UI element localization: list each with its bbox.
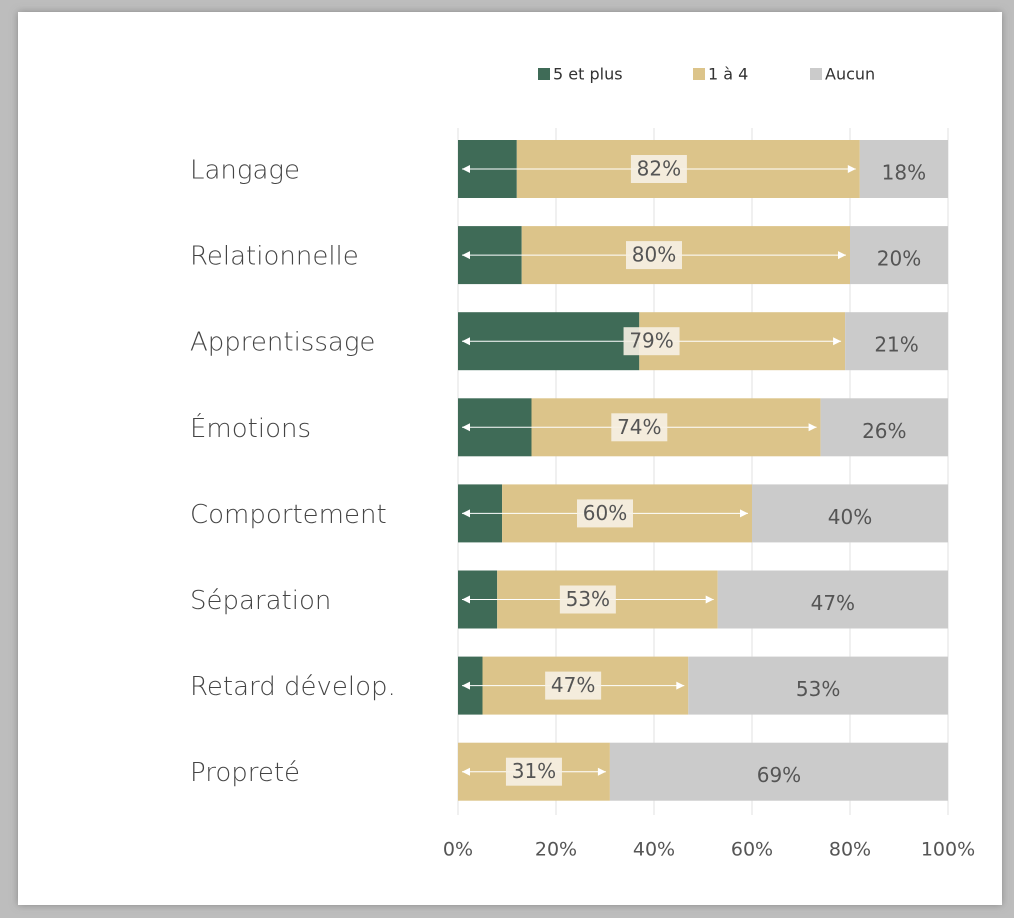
arrow-head	[705, 595, 714, 604]
x-tick-label: 80%	[829, 839, 871, 861]
y-tick-label: Langage	[190, 156, 300, 186]
y-tick-label: Séparation	[190, 586, 331, 616]
span-label-box	[559, 585, 616, 614]
arrow-head	[676, 681, 685, 690]
span-label-box	[577, 499, 633, 528]
span-label: 79%	[629, 329, 673, 353]
span-label-box	[505, 757, 562, 786]
data-label: 20%	[877, 247, 921, 271]
x-tick-label: 20%	[535, 839, 577, 861]
span-label: 31%	[512, 759, 556, 783]
arrow-head	[462, 337, 470, 346]
arrow-head	[462, 681, 470, 690]
data-label: 26%	[862, 419, 906, 443]
span-label-box	[545, 671, 602, 700]
y-tick-label: Propreté	[190, 758, 300, 788]
arrow-head	[462, 423, 470, 432]
y-tick-label: Retard dévelop.	[190, 672, 396, 702]
x-tick-label: 40%	[633, 839, 675, 861]
bar-segment	[717, 570, 948, 629]
span-label-box	[630, 155, 687, 183]
span-label: 47%	[551, 673, 595, 697]
span-label: 74%	[617, 415, 661, 439]
bar-segment	[609, 742, 948, 801]
data-label: 53%	[796, 677, 840, 701]
y-tick-label: Comportement	[190, 500, 387, 530]
bar-segment	[845, 312, 948, 371]
arrow-head	[462, 595, 470, 604]
data-label: 69%	[757, 763, 801, 787]
arrow-head	[838, 251, 846, 260]
x-tick-label: 60%	[731, 839, 773, 861]
arrow-head	[833, 337, 842, 346]
bar-segment	[752, 484, 948, 543]
bar-segment	[850, 226, 948, 285]
span-label-box	[626, 241, 682, 270]
y-tick-label: Émotions	[190, 412, 311, 444]
legend-swatch	[538, 68, 550, 80]
data-label: 40%	[828, 505, 872, 529]
arrow-head	[462, 251, 470, 260]
data-label: 47%	[811, 591, 855, 615]
legend-label: 5 et plus	[553, 65, 623, 84]
legend-label: Aucun	[825, 65, 875, 84]
span-label: 60%	[583, 501, 627, 525]
span-label-box	[623, 327, 680, 356]
y-tick-label: Relationnelle	[190, 242, 359, 272]
bar-segment	[688, 656, 948, 715]
span-label-box	[611, 413, 668, 442]
arrow-head	[462, 767, 470, 776]
bar-segment	[820, 398, 948, 457]
arrow-head	[597, 767, 606, 776]
x-tick-label: 100%	[921, 839, 975, 861]
data-label: 21%	[874, 333, 918, 357]
legend-swatch	[693, 68, 705, 80]
arrow-head	[462, 509, 470, 518]
y-tick-label: Apprentissage	[190, 328, 375, 358]
arrow-head	[740, 509, 748, 518]
legend-label: 1 à 4	[708, 65, 748, 84]
span-label: 82%	[637, 157, 681, 181]
arrow-head	[847, 165, 856, 173]
bar-segment	[859, 140, 948, 198]
span-label: 80%	[632, 243, 676, 267]
x-tick-label: 0%	[443, 839, 473, 861]
legend-swatch	[810, 68, 822, 80]
data-label: 18%	[882, 161, 926, 185]
span-label: 53%	[566, 587, 610, 611]
arrow-head	[808, 423, 817, 432]
arrow-head	[462, 165, 470, 173]
